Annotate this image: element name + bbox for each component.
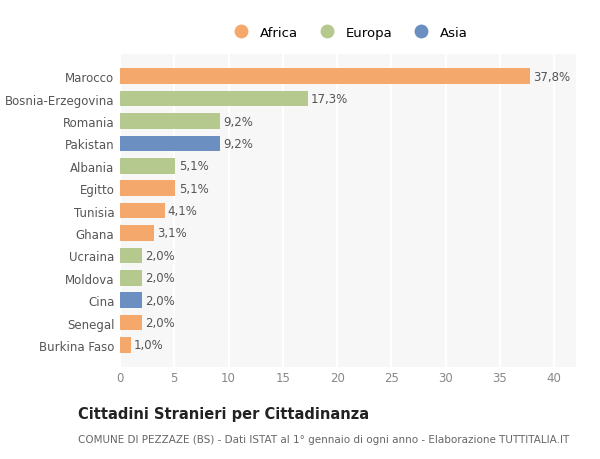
Text: 2,0%: 2,0%	[145, 294, 175, 307]
Bar	[120, 315, 142, 330]
Text: 1,0%: 1,0%	[134, 339, 164, 352]
Text: 9,2%: 9,2%	[223, 138, 253, 151]
Bar	[120, 293, 142, 308]
Legend: Africa, Europa, Asia: Africa, Europa, Asia	[226, 24, 470, 42]
Text: 5,1%: 5,1%	[179, 182, 208, 195]
Text: Cittadini Stranieri per Cittadinanza: Cittadini Stranieri per Cittadinanza	[78, 406, 369, 421]
Bar	[120, 203, 164, 219]
Bar	[120, 226, 154, 241]
Text: COMUNE DI PEZZAZE (BS) - Dati ISTAT al 1° gennaio di ogni anno - Elaborazione TU: COMUNE DI PEZZAZE (BS) - Dati ISTAT al 1…	[78, 434, 569, 444]
Bar	[120, 136, 220, 152]
Text: 2,0%: 2,0%	[145, 272, 175, 285]
Bar	[120, 248, 142, 263]
Bar	[120, 337, 131, 353]
Text: 17,3%: 17,3%	[311, 93, 349, 106]
Text: 2,0%: 2,0%	[145, 316, 175, 330]
Text: 5,1%: 5,1%	[179, 160, 208, 173]
Text: 9,2%: 9,2%	[223, 115, 253, 128]
Text: 37,8%: 37,8%	[533, 71, 571, 84]
Bar	[120, 92, 308, 107]
Bar	[120, 114, 220, 129]
Bar	[120, 270, 142, 286]
Text: 3,1%: 3,1%	[157, 227, 187, 240]
Bar	[120, 159, 175, 174]
Text: 2,0%: 2,0%	[145, 249, 175, 262]
Bar	[120, 181, 175, 196]
Bar	[120, 69, 530, 85]
Text: 4,1%: 4,1%	[168, 205, 197, 218]
